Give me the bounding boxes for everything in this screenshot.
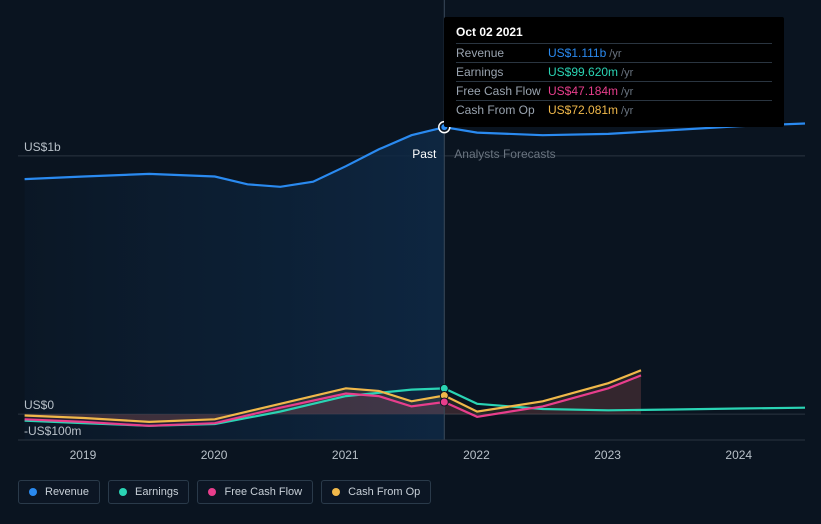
tooltip-date: Oct 02 2021	[456, 25, 772, 43]
tooltip-row-value: US$47.184m	[548, 84, 618, 98]
legend-label: Free Cash Flow	[224, 486, 302, 498]
legend-label: Cash From Op	[348, 486, 420, 498]
legend-item[interactable]: Free Cash Flow	[197, 480, 313, 504]
x-axis-label: 2023	[594, 448, 621, 462]
legend-label: Earnings	[135, 486, 178, 498]
tooltip-row-label: Earnings	[456, 65, 548, 79]
tooltip-row-suffix: /yr	[621, 67, 633, 79]
y-axis-label: US$1b	[24, 140, 61, 154]
legend-item[interactable]: Earnings	[108, 480, 189, 504]
y-axis-label: US$0	[24, 398, 54, 412]
legend-item[interactable]: Cash From Op	[321, 480, 431, 504]
legend-label: Revenue	[45, 486, 89, 498]
tooltip-row: EarningsUS$99.620m/yr	[456, 62, 772, 81]
tooltip-row-value: US$99.620m	[548, 65, 618, 79]
tooltip-row: Free Cash FlowUS$47.184m/yr	[456, 81, 772, 100]
legend-item[interactable]: Revenue	[18, 480, 100, 504]
past-label: Past	[412, 147, 436, 161]
tooltip-row-value: US$1.111b	[548, 46, 606, 60]
x-axis-label: 2021	[332, 448, 359, 462]
tooltip-row-suffix: /yr	[609, 48, 621, 60]
x-axis-label: 2024	[725, 448, 752, 462]
tooltip-row-value: US$72.081m	[548, 103, 618, 117]
legend-dot	[29, 488, 37, 496]
financials-chart: US$1b US$0 -US$100m 2019 2020 2021 2022 2023 20…	[0, 0, 821, 524]
tooltip-row-label: Cash From Op	[456, 103, 548, 117]
tooltip-row-label: Free Cash Flow	[456, 84, 548, 98]
tooltip: Oct 02 2021 RevenueUS$1.111b/yrEarningsU…	[444, 17, 784, 127]
legend-dot	[119, 488, 127, 496]
x-axis-label: 2022	[463, 448, 490, 462]
legend-dot	[332, 488, 340, 496]
x-axis-label: 2020	[201, 448, 228, 462]
y-axis-label: -US$100m	[24, 424, 81, 438]
tooltip-row-suffix: /yr	[621, 105, 633, 117]
tooltip-row-suffix: /yr	[621, 86, 633, 98]
tooltip-row-label: Revenue	[456, 46, 548, 60]
tooltip-row: RevenueUS$1.111b/yr	[456, 43, 772, 62]
forecasts-label: Analysts Forecasts	[454, 147, 555, 161]
legend: Revenue Earnings Free Cash Flow Cash From O…	[18, 480, 431, 504]
tooltip-row: Cash From OpUS$72.081m/yr	[456, 100, 772, 119]
x-axis-label: 2019	[70, 448, 97, 462]
legend-dot	[208, 488, 216, 496]
